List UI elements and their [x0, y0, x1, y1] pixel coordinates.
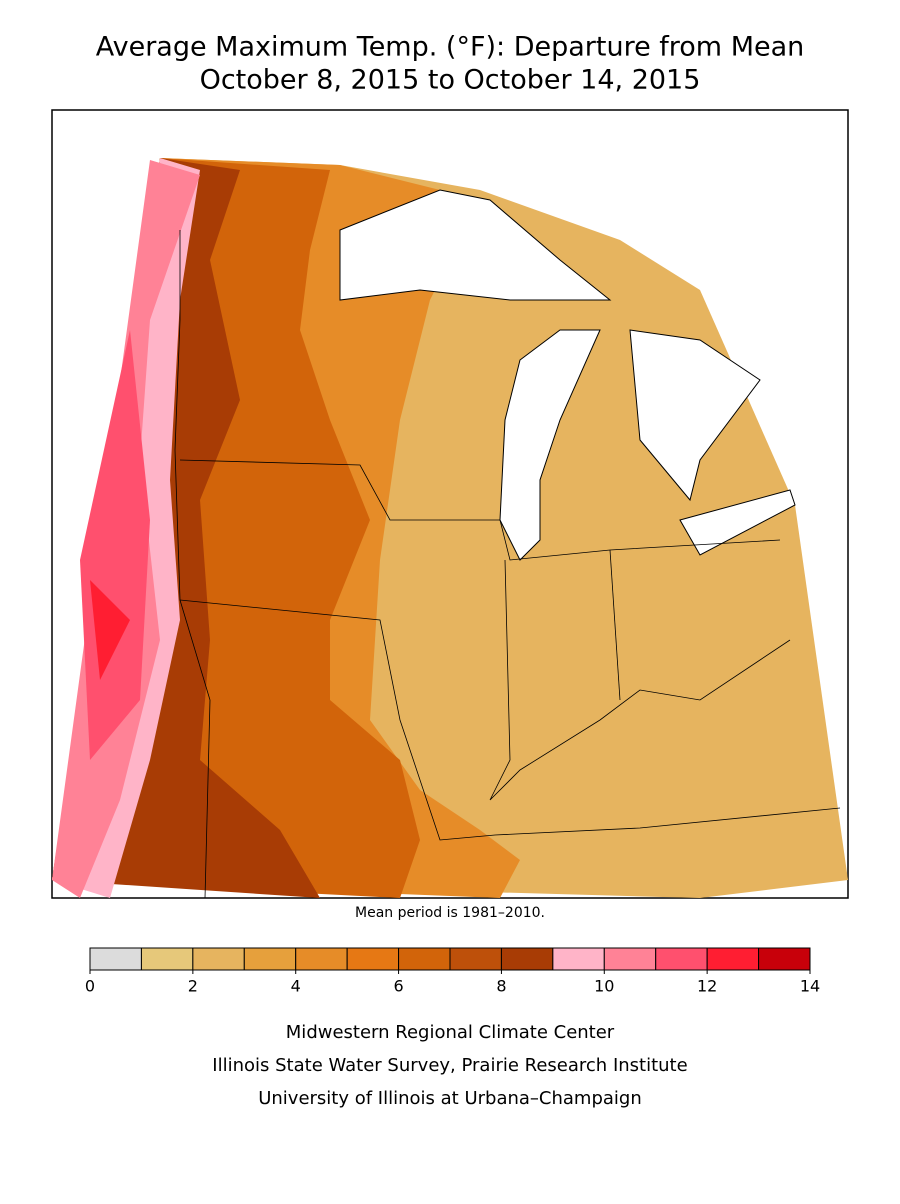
state-border [179, 599, 841, 841]
lake-superior [339, 189, 612, 301]
color-swatch [243, 947, 297, 971]
color-swatch [398, 947, 451, 971]
credit: Midwestern Regional Climate Center [286, 1022, 615, 1043]
color-swatch [346, 947, 400, 971]
color-swatch [706, 947, 760, 971]
map [51, 109, 849, 899]
state-border [174, 230, 211, 899]
lake-erie [679, 489, 796, 556]
credit: University of Illinois at Urbana–Champai… [258, 1088, 642, 1109]
color-swatch [89, 947, 142, 971]
credit: Illinois State Water Survey, Prairie Res… [212, 1055, 687, 1076]
title-line: October 8, 2015 to October 14, 2015 [200, 65, 701, 96]
tick-label: 0 [85, 977, 95, 996]
tick-label: 2 [188, 977, 198, 996]
color-swatch [500, 947, 554, 971]
color-swatch [192, 947, 245, 971]
tick-label: 8 [496, 977, 506, 996]
colorbar: 0 2 4 6 8 10 12 14 [85, 947, 820, 996]
tick-label: 10 [594, 977, 614, 996]
color-swatch [295, 947, 348, 971]
tick-label: 6 [393, 977, 403, 996]
color-swatch [758, 947, 811, 971]
color-swatch [140, 947, 194, 971]
region-12-13 [90, 580, 130, 680]
state-border [489, 559, 791, 801]
lake-michigan [499, 329, 601, 561]
tick-label: 14 [800, 977, 820, 996]
color-swatch [603, 947, 657, 971]
lake-huron [629, 329, 761, 502]
tick-label: 4 [291, 977, 301, 996]
note: Mean period is 1981–2010. [355, 905, 545, 921]
color-swatch [449, 947, 502, 971]
tick-label: 12 [697, 977, 717, 996]
color-swatch [655, 947, 708, 971]
title-line: Average Maximum Temp. (°F): Departure fr… [96, 32, 805, 63]
color-swatch [552, 947, 605, 971]
state-border [609, 549, 621, 701]
